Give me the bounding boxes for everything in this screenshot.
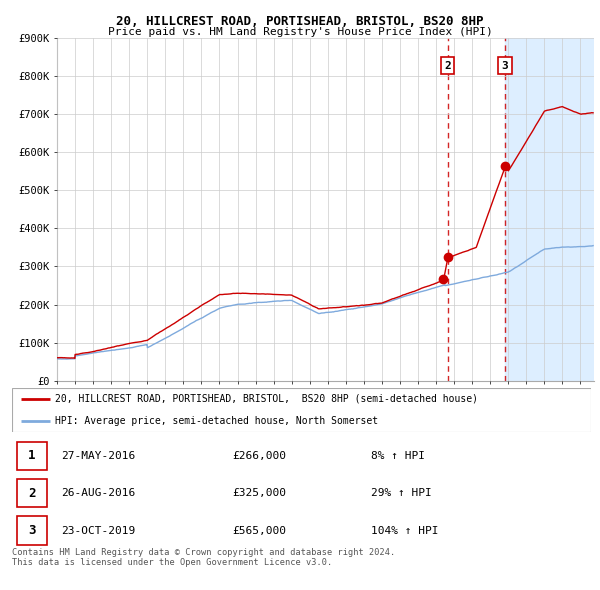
FancyBboxPatch shape [17, 479, 47, 507]
FancyBboxPatch shape [17, 516, 47, 545]
Text: Price paid vs. HM Land Registry's House Price Index (HPI): Price paid vs. HM Land Registry's House … [107, 27, 493, 37]
Text: £565,000: £565,000 [232, 526, 286, 536]
Text: 26-AUG-2016: 26-AUG-2016 [61, 489, 136, 498]
Text: HPI: Average price, semi-detached house, North Somerset: HPI: Average price, semi-detached house,… [55, 416, 379, 426]
Text: 2: 2 [445, 61, 451, 71]
Text: 2: 2 [28, 487, 35, 500]
FancyBboxPatch shape [17, 442, 47, 470]
Bar [505, 38, 594, 381]
Text: 1: 1 [28, 450, 35, 463]
Text: 104% ↑ HPI: 104% ↑ HPI [371, 526, 439, 536]
Text: 3: 3 [502, 61, 508, 71]
Text: 23-OCT-2019: 23-OCT-2019 [61, 526, 136, 536]
Text: This data is licensed under the Open Government Licence v3.0.: This data is licensed under the Open Gov… [12, 558, 332, 567]
Text: 20, HILLCREST ROAD, PORTISHEAD, BRISTOL,  BS20 8HP (semi-detached house): 20, HILLCREST ROAD, PORTISHEAD, BRISTOL,… [55, 394, 478, 404]
Text: 8% ↑ HPI: 8% ↑ HPI [371, 451, 425, 461]
Text: £325,000: £325,000 [232, 489, 286, 498]
Text: 27-MAY-2016: 27-MAY-2016 [61, 451, 136, 461]
Text: 29% ↑ HPI: 29% ↑ HPI [371, 489, 432, 498]
Text: £266,000: £266,000 [232, 451, 286, 461]
Text: 3: 3 [28, 524, 35, 537]
Text: 20, HILLCREST ROAD, PORTISHEAD, BRISTOL, BS20 8HP: 20, HILLCREST ROAD, PORTISHEAD, BRISTOL,… [116, 15, 484, 28]
Text: Contains HM Land Registry data © Crown copyright and database right 2024.: Contains HM Land Registry data © Crown c… [12, 548, 395, 556]
